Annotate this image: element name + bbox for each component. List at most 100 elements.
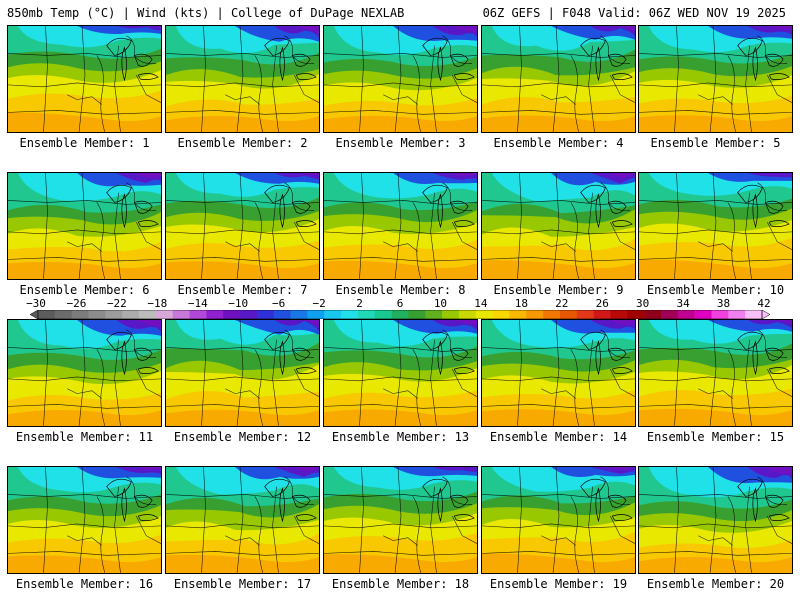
ensemble-map-panel xyxy=(165,25,320,133)
ensemble-member-label: Ensemble Member: 13 xyxy=(331,430,470,444)
colorbar-segment xyxy=(357,310,376,319)
ensemble-map-panel xyxy=(7,466,162,574)
colorbar-tick-label: 6 xyxy=(396,297,404,310)
colorbar-segment xyxy=(458,310,477,319)
colorbar-segment xyxy=(155,310,173,319)
colorbar-segment xyxy=(559,310,578,319)
colorbar-segment xyxy=(660,310,679,319)
colorbar-segment xyxy=(324,310,342,319)
colorbar-tick-label: 2 xyxy=(356,297,363,310)
ensemble-map-panel xyxy=(7,319,162,427)
ensemble-map-panel xyxy=(638,466,793,574)
colorbar-tick-label: 30 xyxy=(636,297,650,310)
colorbar-tick-label: −18 xyxy=(147,297,168,310)
ensemble-member-label: Ensemble Member: 18 xyxy=(331,577,470,591)
ensemble-map-panel xyxy=(638,319,793,427)
colorbar-segment xyxy=(307,310,325,319)
ensemble-map-panel xyxy=(638,172,793,280)
colorbar-segment xyxy=(256,310,275,319)
ensemble-map-panel xyxy=(165,466,320,574)
colorbar-segment xyxy=(509,310,527,319)
ensemble-map-panel xyxy=(638,25,793,133)
colorbar-tick-label: −22 xyxy=(106,297,127,310)
ensemble-map-panel xyxy=(481,319,636,427)
ensemble-map-panel xyxy=(481,466,636,574)
ensemble-map-panel xyxy=(323,319,478,427)
colorbar-segment xyxy=(644,310,662,319)
colorbar-segment xyxy=(593,310,611,319)
ensemble-member-label: Ensemble Member: 11 xyxy=(15,430,154,444)
colorbar-tick-label: −6 xyxy=(272,297,286,310)
ensemble-member-label: Ensemble Member: 5 xyxy=(650,136,781,150)
colorbar-segment xyxy=(71,310,89,319)
colorbar-tick-label: 26 xyxy=(595,297,609,310)
colorbar-tick-label: 18 xyxy=(514,297,528,310)
colorbar-max-arrow xyxy=(761,310,770,319)
ensemble-member-label: Ensemble Member: 20 xyxy=(646,577,785,591)
colorbar-segment xyxy=(391,310,409,319)
colorbar-segment xyxy=(442,310,460,319)
colorbar-segment xyxy=(543,310,561,319)
colorbar-segment xyxy=(122,310,140,319)
ensemble-member-label: Ensemble Member: 4 xyxy=(493,136,624,150)
colorbar-segment xyxy=(374,310,392,319)
colorbar-segment xyxy=(189,310,207,319)
colorbar-tick-label: 14 xyxy=(474,297,488,310)
colorbar-segment xyxy=(105,310,123,319)
colorbar-segment xyxy=(745,310,763,319)
ensemble-map-panel xyxy=(323,25,478,133)
colorbar-segment xyxy=(627,310,645,319)
ensemble-member-label: Ensemble Member: 19 xyxy=(489,577,628,591)
colorbar-tick-label: 34 xyxy=(676,297,690,310)
colorbar-segment xyxy=(526,310,544,319)
colorbar-tick-label: −30 xyxy=(26,297,46,310)
colorbar-tick-label: 38 xyxy=(716,297,731,310)
colorbar-segment xyxy=(273,310,291,319)
ensemble-member-label: Ensemble Member: 3 xyxy=(335,136,466,150)
colorbar-segment xyxy=(475,310,493,319)
ensemble-member-label: Ensemble Member: 15 xyxy=(646,430,785,444)
colorbar-segment xyxy=(576,310,594,319)
colorbar-segment xyxy=(240,310,258,319)
colorbar-segment xyxy=(206,310,224,319)
ensemble-map-panel xyxy=(7,172,162,280)
ensemble-member-label: Ensemble Member: 12 xyxy=(173,430,312,444)
colorbar-segment xyxy=(694,310,712,319)
colorbar-segment xyxy=(425,310,443,319)
ensemble-member-label: Ensemble Member: 6 xyxy=(19,283,150,297)
temperature-colorbar xyxy=(30,310,770,319)
colorbar-segment xyxy=(677,310,695,319)
ensemble-member-label: Ensemble Member: 17 xyxy=(173,577,312,591)
ensemble-map-panel xyxy=(7,25,162,133)
colorbar-segment xyxy=(172,310,190,319)
colorbar-tick-label: 22 xyxy=(555,297,569,310)
ensemble-member-label: Ensemble Member: 2 xyxy=(177,136,308,150)
colorbar-segment xyxy=(341,310,359,319)
colorbar-tick-label: −26 xyxy=(66,297,87,310)
ensemble-member-label: Ensemble Member: 14 xyxy=(489,430,628,444)
ensemble-member-label: Ensemble Member: 9 xyxy=(493,283,624,297)
ensemble-member-label: Ensemble Member: 16 xyxy=(15,577,154,591)
ensemble-member-label: Ensemble Member: 7 xyxy=(177,283,308,297)
colorbar-segment xyxy=(88,310,106,319)
colorbar-tick-label: −2 xyxy=(312,297,326,310)
ensemble-map-panel xyxy=(165,319,320,427)
colorbar-segment xyxy=(492,310,510,319)
colorbar-segment xyxy=(290,310,308,319)
colorbar-tick-label: 10 xyxy=(433,297,448,310)
chart-title: 850mb Temp (°C) | Wind (kts) | College o… xyxy=(7,6,405,20)
ensemble-member-label: Ensemble Member: 8 xyxy=(335,283,466,297)
ensemble-map-panel xyxy=(323,172,478,280)
model-run-info: 06Z GEFS | F048 Valid: 06Z WED NOV 19 20… xyxy=(482,6,786,20)
colorbar-segment xyxy=(728,310,746,319)
colorbar-segment xyxy=(139,310,157,319)
ensemble-map-panel xyxy=(481,25,636,133)
colorbar-tick-label: 42 xyxy=(757,297,771,310)
ensemble-map-panel xyxy=(481,172,636,280)
colorbar-segment xyxy=(38,310,56,319)
colorbar-segment xyxy=(223,310,241,319)
colorbar-tick-label: −10 xyxy=(228,297,249,310)
ensemble-member-label: Ensemble Member: 10 xyxy=(646,283,785,297)
ensemble-map-panel xyxy=(323,466,478,574)
colorbar-segment xyxy=(711,310,729,319)
